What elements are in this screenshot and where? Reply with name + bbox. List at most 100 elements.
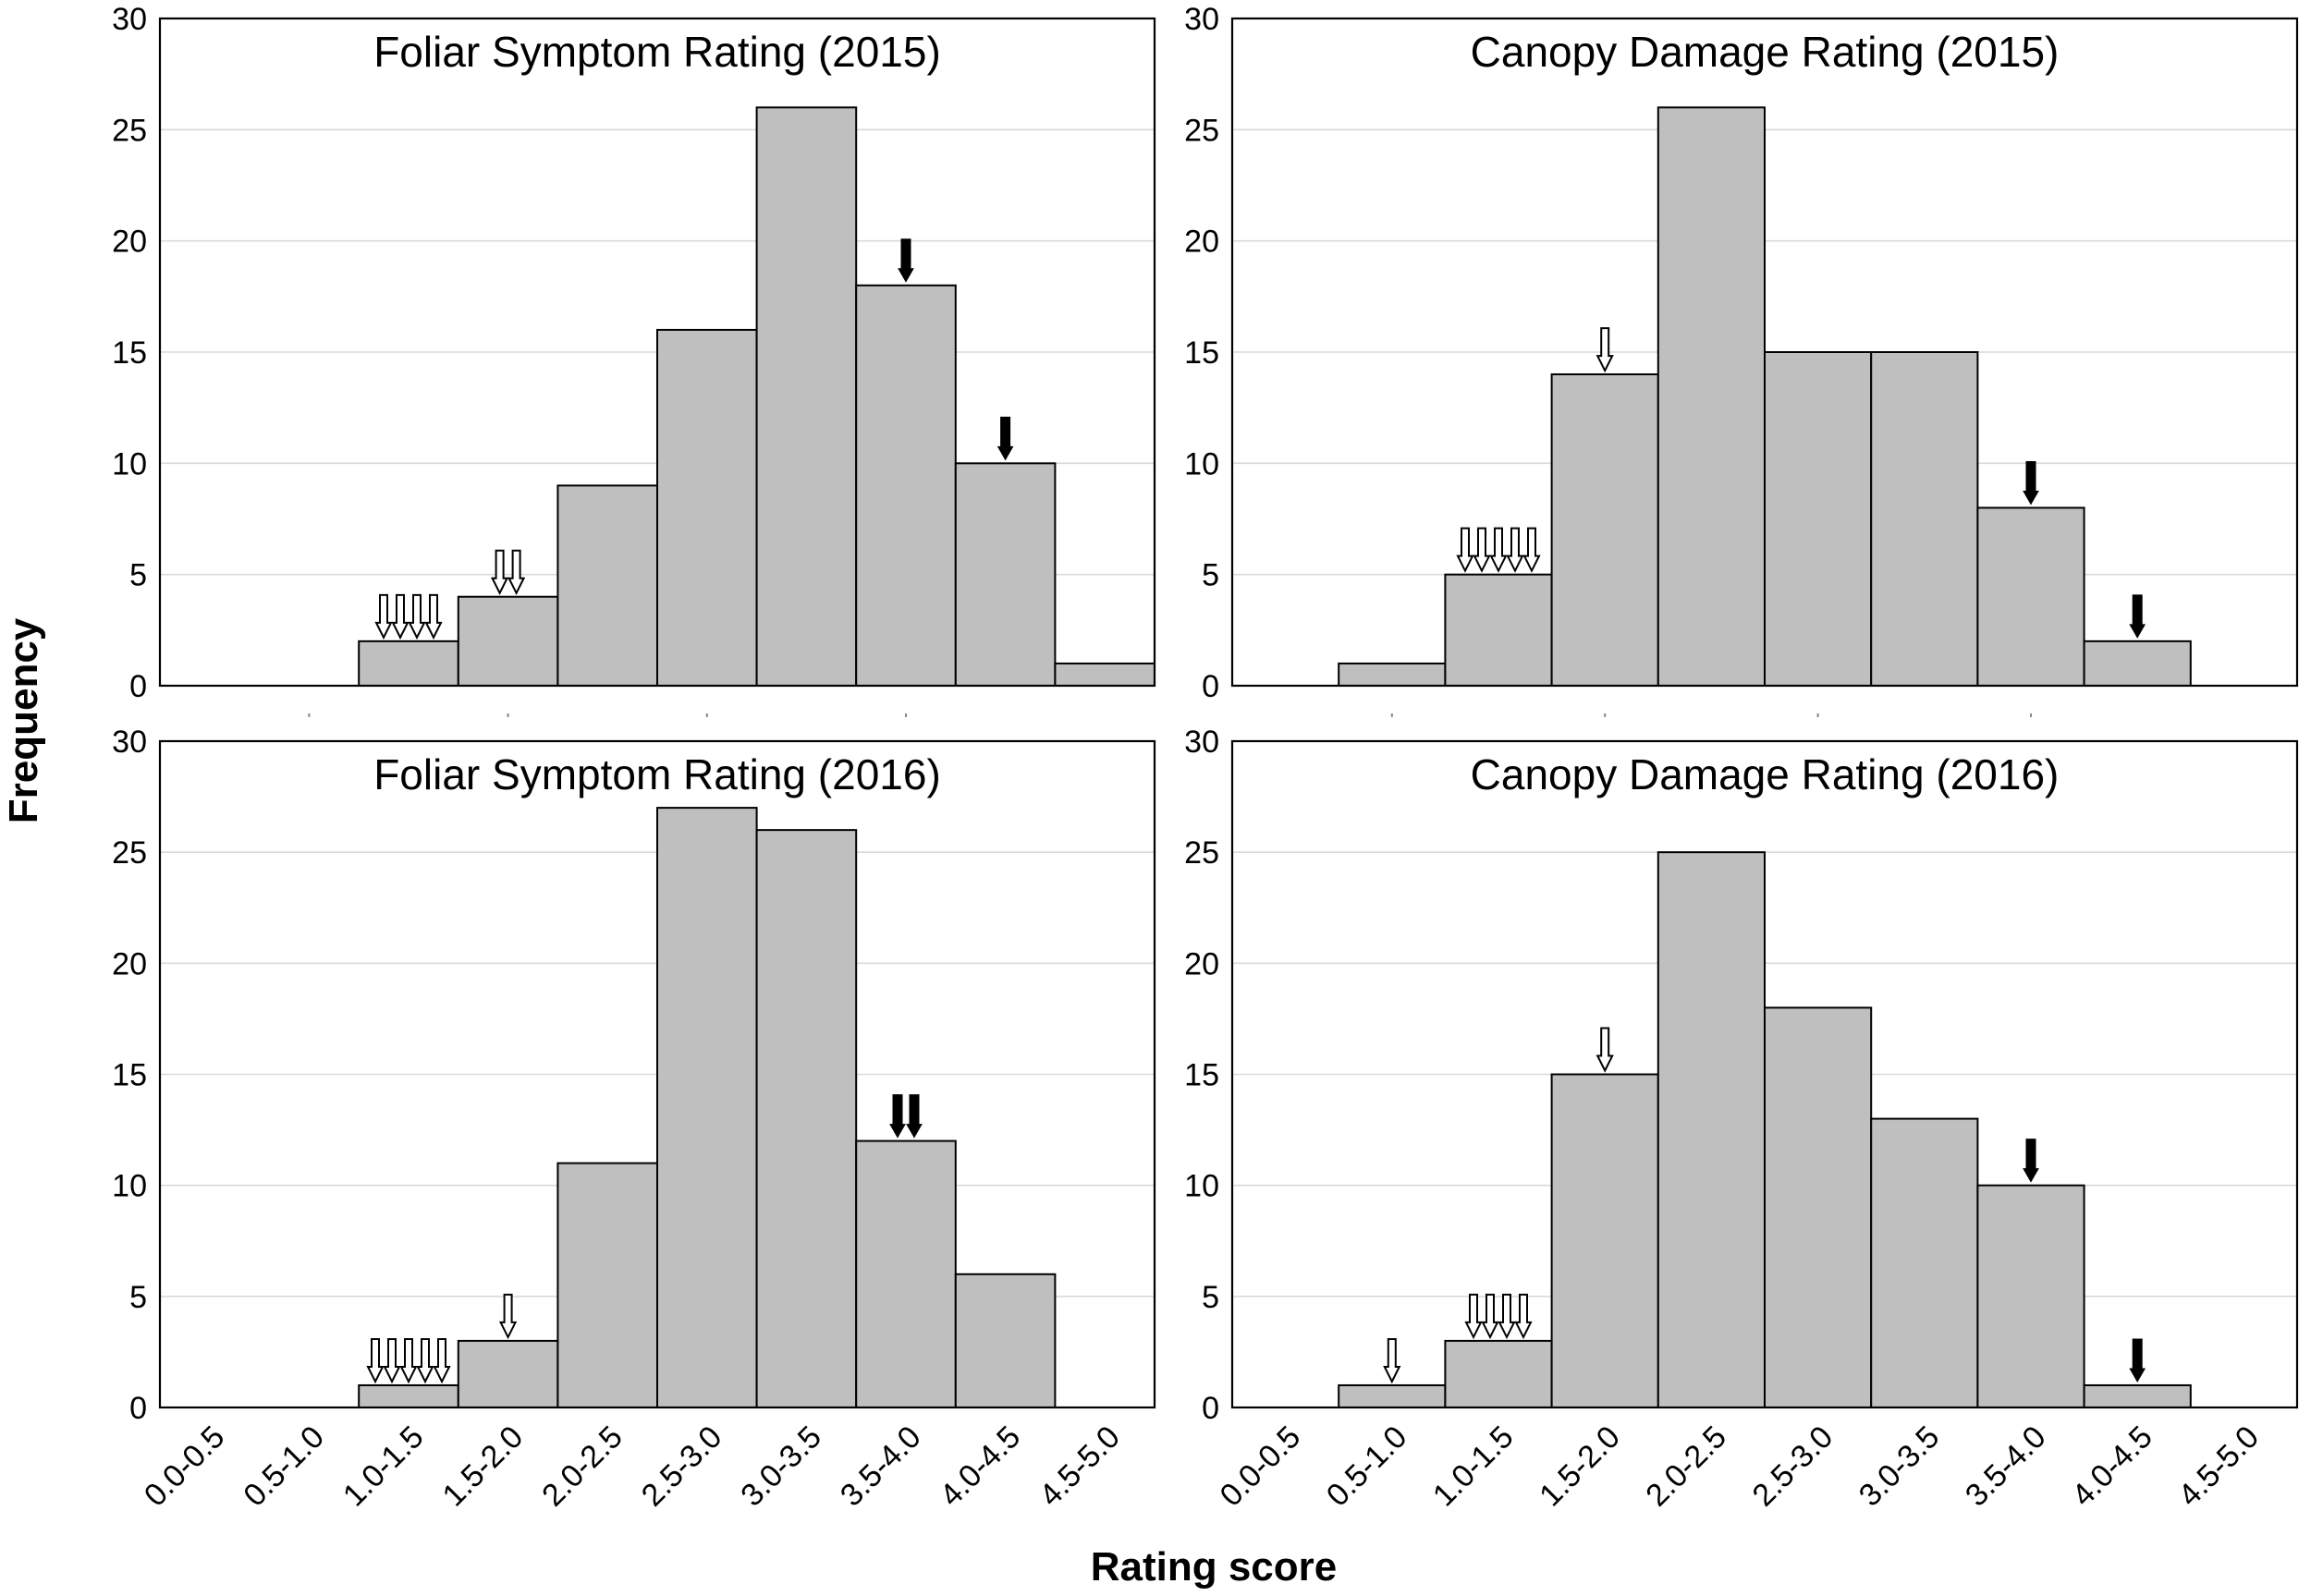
y-tick-label: 10: [1184, 446, 1219, 481]
y-tick-label: 30: [112, 2, 147, 37]
bar-1.5-2.0: [1550, 1073, 1659, 1408]
bar-1.0-1.5: [358, 640, 459, 687]
plot-frame: [1230, 739, 2299, 1409]
open-arrow-marker: [416, 1337, 434, 1384]
y-tick-label: 20: [112, 225, 147, 260]
bar-3.5-4.0: [1976, 1184, 2085, 1408]
x-tick-label: 3.0-3.5: [734, 1419, 828, 1514]
x-tick-label: 1.5-2.0: [436, 1419, 531, 1514]
x-tick-label: 1.5-2.0: [1533, 1419, 1627, 1514]
open-arrow-marker: [391, 593, 410, 640]
y-tick-label: 5: [1202, 1280, 1219, 1315]
y-tick-label: 15: [1184, 1058, 1219, 1093]
plot-frame: [158, 17, 1156, 688]
y-tick-label: 25: [1184, 835, 1219, 871]
solid-arrow-marker: [2023, 1139, 2039, 1183]
x-tick-label: 1.0-1.5: [1426, 1419, 1521, 1514]
bar-1.5-2.0: [457, 595, 559, 688]
open-arrow-marker: [1489, 527, 1508, 573]
panel-title: Canopy Damage Rating (2016): [1471, 750, 2060, 798]
figure-xlabel: Rating score: [1091, 1544, 1338, 1590]
y-tick-label: 25: [1184, 113, 1219, 148]
open-arrow-marker: [1498, 1293, 1516, 1340]
y-tick-label: 25: [112, 113, 147, 148]
open-arrow-marker: [1514, 1293, 1533, 1340]
bar-3.5-4.0: [1976, 506, 2085, 688]
open-arrow-marker: [408, 593, 426, 640]
bar-1.5-2.0: [1550, 373, 1659, 687]
y-tick-label: 15: [1184, 335, 1219, 371]
bar-3.5-4.0: [855, 1139, 957, 1408]
solid-arrow-marker: [898, 238, 914, 283]
bar-1.0-1.5: [1444, 1339, 1553, 1409]
bar-2.5-3.0: [1764, 351, 1873, 687]
open-arrow-marker: [399, 1337, 418, 1384]
bar-1.5-2.0: [457, 1339, 559, 1409]
open-arrow-marker: [498, 1293, 518, 1340]
bar-4.0-4.5: [954, 462, 1057, 688]
y-tick-label: 15: [112, 335, 147, 371]
solid-arrow-marker: [889, 1094, 906, 1139]
bar-1.0-1.5: [358, 1383, 459, 1409]
x-tick-label: 0.0-0.5: [1214, 1419, 1308, 1514]
figure-ylabel: Frequency: [1, 617, 46, 823]
y-tick-label: 10: [112, 1169, 147, 1204]
x-tick-label: 3.5-4.0: [834, 1419, 928, 1514]
open-arrow-marker: [424, 593, 443, 640]
open-arrow-marker: [1596, 1027, 1614, 1073]
x-tick-label: 2.0-2.5: [535, 1419, 630, 1514]
solid-arrow-marker: [2129, 1338, 2146, 1383]
bar-0.5-1.0: [1338, 662, 1447, 688]
bar-2.0-2.5: [1657, 106, 1767, 688]
x-tick-label: 4.0-4.5: [934, 1419, 1028, 1514]
x-tick-label: 2.0-2.5: [1639, 1419, 1733, 1514]
open-arrow-marker: [1464, 1293, 1483, 1340]
open-arrow-marker: [366, 1337, 385, 1384]
panel-title: Canopy Damage Rating (2015): [1471, 28, 2060, 76]
open-arrow-marker: [1596, 327, 1614, 373]
panel-title: Foliar Symptom Rating (2016): [373, 750, 941, 798]
panel-title: Foliar Symptom Rating (2015): [373, 28, 941, 76]
bar-3.0-3.5: [755, 106, 858, 688]
y-tick-label: 5: [1202, 558, 1219, 593]
x-tick-label: 0.5-1.0: [237, 1419, 331, 1514]
bar-4.0-4.5: [2083, 1383, 2192, 1409]
chart-panel-3: 0 5 10 15 20 25 30 Foliar Symptom Rating (2016)…: [112, 725, 1156, 1514]
bar-1.0-1.5: [1444, 573, 1553, 688]
open-arrow-marker: [490, 549, 509, 595]
bar-3.0-3.5: [1870, 351, 1979, 687]
solid-arrow-marker: [996, 416, 1014, 461]
open-arrow-marker: [1481, 1293, 1499, 1340]
chart-panel-1: 0 5 10 15 20 25 30 Foliar Symptom Rating (2015): [112, 2, 1156, 717]
open-arrow-marker: [1456, 527, 1474, 573]
bar-2.5-3.0: [656, 328, 758, 687]
x-tick-label: 4.5-5.0: [2171, 1419, 2266, 1514]
y-tick-label: 0: [1202, 1391, 1219, 1426]
open-arrow-marker: [1522, 527, 1541, 573]
y-tick-label: 20: [1184, 946, 1219, 981]
y-tick-label: 0: [129, 669, 147, 704]
bar-3.5-4.0: [855, 284, 957, 687]
x-tick-label: 3.5-4.0: [1959, 1419, 2053, 1514]
open-arrow-marker: [374, 593, 393, 640]
solid-arrow-marker: [2129, 594, 2146, 639]
x-tick-label: 1.0-1.5: [336, 1419, 431, 1514]
chart-panel-4: 0 5 10 15 20 25 30 Canopy Damage Rating (2016) 0…: [1184, 725, 2299, 1514]
y-tick-label: 20: [1184, 225, 1219, 260]
x-tick-label: 0.5-1.0: [1320, 1419, 1414, 1514]
y-tick-label: 30: [112, 725, 147, 760]
x-tick-label: 0.0-0.5: [138, 1419, 232, 1514]
y-tick-label: 20: [112, 946, 147, 981]
plot-frame: [158, 739, 1156, 1409]
bar-4.5-5.0: [1054, 662, 1156, 688]
y-tick-label: 5: [129, 558, 147, 593]
y-tick-label: 30: [1184, 2, 1219, 37]
solid-arrow-marker: [2023, 460, 2039, 506]
y-tick-label: 10: [112, 446, 147, 481]
y-tick-label: 5: [129, 1280, 147, 1315]
open-arrow-marker: [383, 1337, 401, 1384]
open-arrow-marker: [1506, 527, 1524, 573]
plot-frame: [1230, 17, 2299, 688]
bar-2.0-2.5: [556, 1162, 659, 1408]
